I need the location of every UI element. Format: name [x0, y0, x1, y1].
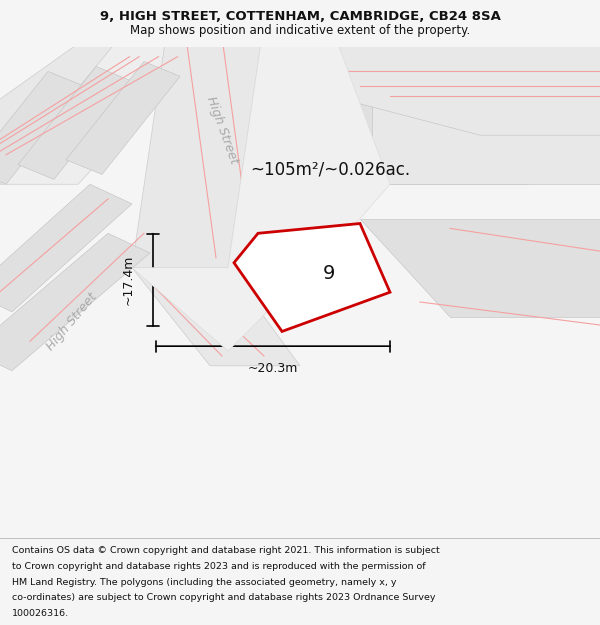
Polygon shape	[132, 22, 264, 268]
Polygon shape	[330, 86, 528, 184]
Polygon shape	[18, 66, 132, 179]
Polygon shape	[0, 22, 192, 184]
Text: ~20.3m: ~20.3m	[248, 362, 298, 375]
Text: 9, HIGH STREET, COTTENHAM, CAMBRIDGE, CB24 8SA: 9, HIGH STREET, COTTENHAM, CAMBRIDGE, CB…	[100, 10, 500, 23]
Polygon shape	[372, 106, 600, 184]
Text: ~105m²/~0.026ac.: ~105m²/~0.026ac.	[250, 161, 410, 179]
Polygon shape	[0, 233, 150, 371]
Text: 9: 9	[323, 264, 335, 283]
Text: to Crown copyright and database rights 2023 and is reproduced with the permissio: to Crown copyright and database rights 2…	[12, 562, 425, 571]
Polygon shape	[0, 184, 132, 312]
Polygon shape	[132, 22, 390, 351]
Text: 100026316.: 100026316.	[12, 609, 69, 618]
Polygon shape	[0, 22, 228, 184]
Text: High Street: High Street	[204, 95, 240, 166]
Polygon shape	[234, 224, 390, 331]
Text: Map shows position and indicative extent of the property.: Map shows position and indicative extent…	[130, 24, 470, 36]
Text: Contains OS data © Crown copyright and database right 2021. This information is : Contains OS data © Crown copyright and d…	[12, 546, 440, 555]
Polygon shape	[360, 219, 600, 317]
Polygon shape	[0, 71, 84, 184]
Polygon shape	[330, 22, 600, 135]
Text: ~17.4m: ~17.4m	[122, 255, 135, 305]
Text: High Street: High Street	[44, 290, 100, 353]
Text: HM Land Registry. The polygons (including the associated geometry, namely x, y: HM Land Registry. The polygons (includin…	[12, 578, 397, 587]
Polygon shape	[66, 62, 180, 174]
Polygon shape	[132, 268, 300, 366]
Text: co-ordinates) are subject to Crown copyright and database rights 2023 Ordnance S: co-ordinates) are subject to Crown copyr…	[12, 594, 436, 602]
